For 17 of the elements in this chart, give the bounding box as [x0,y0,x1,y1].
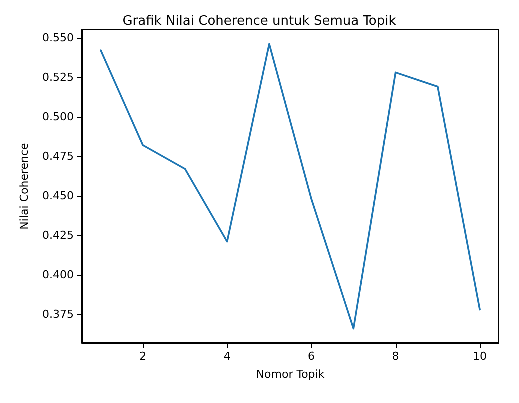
y-axis-title: Nilai Coherence [18,142,31,230]
y-tick-label: 0.375 [42,308,74,322]
x-tick-label: 2 [140,350,147,363]
x-tick-label: 6 [308,350,316,363]
y-tick-label: 0.450 [42,189,74,202]
x-axis-title: Nomor Topik [256,368,326,381]
x-tick-label: 10 [473,350,488,363]
x-tick-label: 4 [224,350,231,363]
y-tick-label: 0.525 [42,70,74,84]
y-tick-label: 0.500 [42,110,74,124]
x-tick-label: 8 [392,350,400,363]
y-tick-label: 0.400 [42,268,74,282]
y-tick-label: 0.550 [42,31,74,44]
chart-title: Grafik Nilai Coherence untuk Semua Topik [122,14,397,29]
y-tick-label: 0.425 [42,229,74,242]
line-series [100,43,481,330]
y-tick-label: 0.475 [42,150,74,163]
